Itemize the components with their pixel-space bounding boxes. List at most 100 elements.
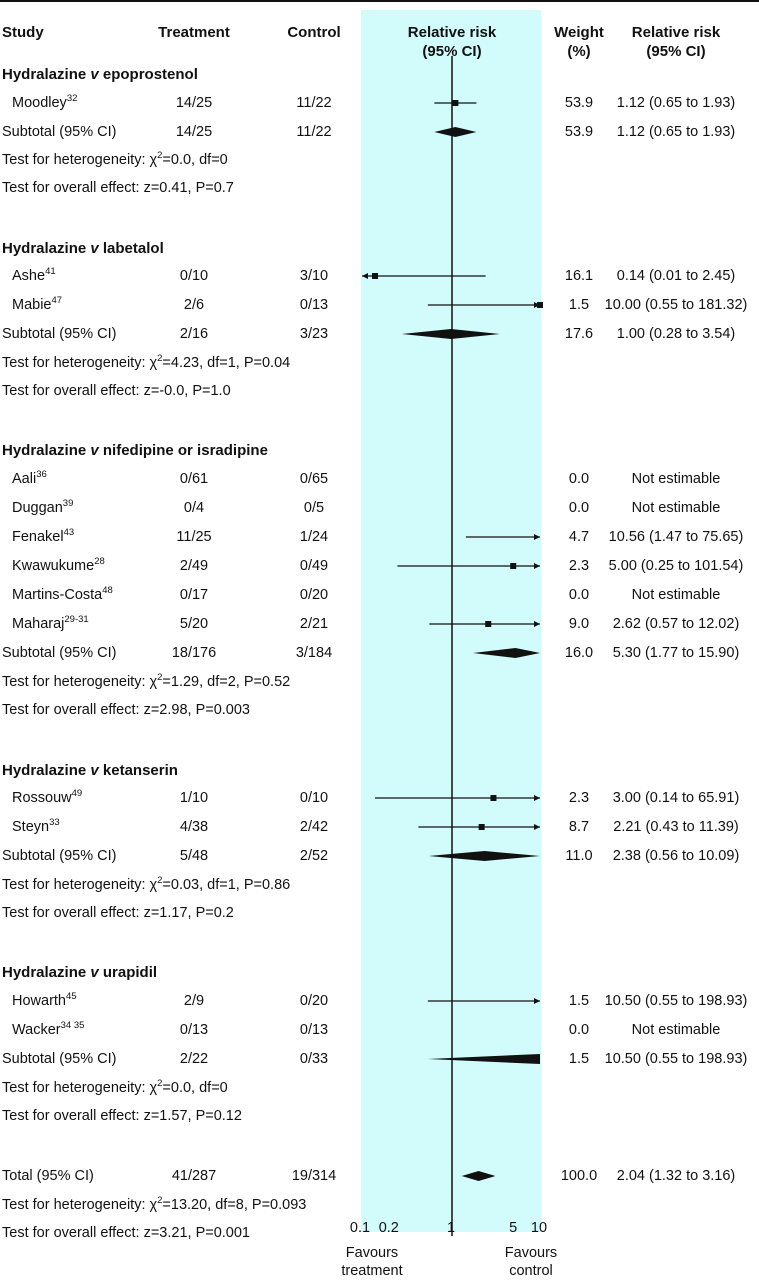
overall-effect-test: Test for overall effect: z=1.57, P=0.12 bbox=[2, 1108, 242, 1124]
subtotal-diamond bbox=[428, 851, 540, 861]
study-row-name: Mabie47 bbox=[12, 295, 62, 313]
ci-line-arrow-right bbox=[534, 824, 540, 830]
subtotal-row-label: Subtotal (95% CI) bbox=[2, 326, 116, 342]
study-row-control: 1/24 bbox=[300, 529, 328, 545]
group-title: Hydralazine v nifedipine or isradipine bbox=[2, 442, 268, 459]
study-row-weight: 9.0 bbox=[569, 616, 589, 632]
favours-control-line2: control bbox=[509, 1263, 553, 1279]
study-row-name: Howarth45 bbox=[12, 991, 77, 1009]
study-row-control: 0/20 bbox=[300, 587, 328, 603]
overall-effect-test: Test for overall effect: z=1.17, P=0.2 bbox=[2, 905, 234, 921]
subtotal-diamond bbox=[473, 648, 540, 658]
subtotal-row-weight: 53.9 bbox=[565, 124, 593, 140]
study-row-weight: 2.3 bbox=[569, 790, 589, 806]
reference-superscript: 47 bbox=[52, 295, 63, 306]
study-row-weight: 0.0 bbox=[569, 500, 589, 516]
ci-line-arrow-right bbox=[534, 998, 540, 1004]
subtotal-row-label: Subtotal (95% CI) bbox=[2, 848, 116, 864]
study-row-rr: 2.21 (0.43 to 11.39) bbox=[613, 819, 739, 835]
total-row-label: Total (95% CI) bbox=[2, 1168, 94, 1184]
study-row-name: Steyn33 bbox=[12, 817, 60, 835]
subtotal-row-treatment: 2/22 bbox=[180, 1051, 208, 1067]
study-row-name: Fenakel43 bbox=[12, 527, 74, 545]
point-estimate bbox=[372, 273, 379, 279]
heterogeneity-test: Test for heterogeneity: χ2=1.29, df=2, P… bbox=[2, 672, 290, 690]
study-row-weight: 0.0 bbox=[569, 1022, 589, 1038]
subtotal-row-rr: 10.50 (0.55 to 198.93) bbox=[605, 1051, 748, 1067]
header-treatment: Treatment bbox=[158, 24, 230, 41]
point-estimate bbox=[490, 795, 497, 801]
header-rr-values: Relative risk bbox=[632, 24, 721, 41]
group-title: Hydralazine v epoprostenol bbox=[2, 66, 198, 83]
study-row-name: Aali36 bbox=[12, 469, 47, 487]
subtotal-row-label: Subtotal (95% CI) bbox=[2, 645, 116, 661]
subtotal-row-label: Subtotal (95% CI) bbox=[2, 1051, 116, 1067]
total-row-weight: 100.0 bbox=[561, 1168, 597, 1184]
total-row-treatment: 41/287 bbox=[172, 1168, 216, 1184]
group-title: Hydralazine v urapidil bbox=[2, 964, 157, 981]
subtotal-row-treatment: 14/25 bbox=[176, 124, 212, 140]
study-row-weight: 1.5 bbox=[569, 297, 589, 313]
heterogeneity-test: Test for heterogeneity: χ2=0.0, df=0 bbox=[2, 1078, 228, 1096]
study-row-treatment: 2/49 bbox=[180, 558, 208, 574]
overall-effect-test: Test for overall effect: z=0.41, P=0.7 bbox=[2, 180, 234, 196]
study-row-weight: 4.7 bbox=[569, 529, 589, 545]
study-row-name: Rossouw49 bbox=[12, 788, 82, 806]
subtotal-row-control: 11/22 bbox=[296, 124, 331, 140]
subtotal-row-rr: 1.00 (0.28 to 3.54) bbox=[617, 326, 736, 342]
overall-effect-test: Test for overall effect: z=2.98, P=0.003 bbox=[2, 702, 250, 718]
x-tick-label: 1 bbox=[447, 1220, 455, 1236]
group-title: Hydralazine v labetalol bbox=[2, 240, 164, 257]
subtotal-row-control: 0/33 bbox=[300, 1051, 328, 1067]
x-tick-label: 0.2 bbox=[379, 1220, 399, 1236]
study-row-weight: 0.0 bbox=[569, 471, 589, 487]
heterogeneity-test: Test for heterogeneity: χ2=4.23, df=1, P… bbox=[2, 353, 290, 371]
study-row-control: 0/5 bbox=[304, 500, 324, 516]
study-row-rr: Not estimable bbox=[632, 471, 721, 487]
reference-superscript: 39 bbox=[63, 498, 74, 509]
study-row-treatment: 0/10 bbox=[180, 268, 208, 284]
header-weight: Weight bbox=[554, 24, 604, 41]
overall-effect-test: Test for overall effect: z=-0.0, P=1.0 bbox=[2, 383, 231, 399]
study-row-treatment: 5/20 bbox=[180, 616, 208, 632]
study-row-rr: 3.00 (0.14 to 65.91) bbox=[613, 790, 740, 806]
study-row-control: 3/10 bbox=[300, 268, 328, 284]
subtotal-row-label: Subtotal (95% CI) bbox=[2, 124, 116, 140]
subtotal-row-weight: 17.6 bbox=[565, 326, 593, 342]
reference-superscript: 41 bbox=[45, 266, 56, 277]
study-row-name: Wacker34 35 bbox=[12, 1020, 84, 1038]
study-row-treatment: 14/25 bbox=[176, 95, 212, 111]
study-row-rr: Not estimable bbox=[632, 587, 721, 603]
study-row-rr: Not estimable bbox=[632, 1022, 721, 1038]
study-row-rr: Not estimable bbox=[632, 500, 721, 516]
study-row-rr: 10.56 (1.47 to 75.65) bbox=[609, 529, 744, 545]
reference-superscript: 45 bbox=[66, 991, 77, 1002]
subtotal-row-treatment: 5/48 bbox=[180, 848, 208, 864]
heterogeneity-test: Test for heterogeneity: χ2=0.03, df=1, P… bbox=[2, 875, 290, 893]
ci-line-arrow-right bbox=[534, 563, 540, 569]
subtotal-row-rr: 5.30 (1.77 to 15.90) bbox=[613, 645, 740, 661]
study-row-rr: 5.00 (0.25 to 101.54) bbox=[609, 558, 744, 574]
study-row-rr: 1.12 (0.65 to 1.93) bbox=[617, 95, 736, 111]
study-row-rr: 0.14 (0.01 to 2.45) bbox=[617, 268, 736, 284]
reference-superscript: 34 35 bbox=[61, 1020, 85, 1031]
study-row-control: 2/21 bbox=[300, 616, 328, 632]
study-row-name: Duggan39 bbox=[12, 498, 73, 516]
subtotal-row-weight: 11.0 bbox=[565, 848, 592, 864]
study-row-name: Kwawukume28 bbox=[12, 556, 105, 574]
study-row-weight: 16.1 bbox=[565, 268, 593, 284]
study-row-control: 0/65 bbox=[300, 471, 328, 487]
study-row-treatment: 2/6 bbox=[184, 297, 204, 313]
ci-line-arrow-right bbox=[534, 795, 540, 801]
study-row-name: Moodley32 bbox=[12, 93, 77, 111]
total-overall-effect-test: Test for overall effect: z=3.21, P=0.001 bbox=[2, 1225, 250, 1241]
study-row-treatment: 1/10 bbox=[180, 790, 208, 806]
reference-superscript: 48 bbox=[102, 585, 113, 596]
study-row-name: Ashe41 bbox=[12, 266, 56, 284]
header-study: Study bbox=[2, 24, 44, 41]
reference-superscript: 29-31 bbox=[64, 614, 88, 625]
subtotal-diamond bbox=[434, 127, 477, 137]
study-row-treatment: 0/17 bbox=[180, 587, 208, 603]
study-row-weight: 2.3 bbox=[569, 558, 589, 574]
